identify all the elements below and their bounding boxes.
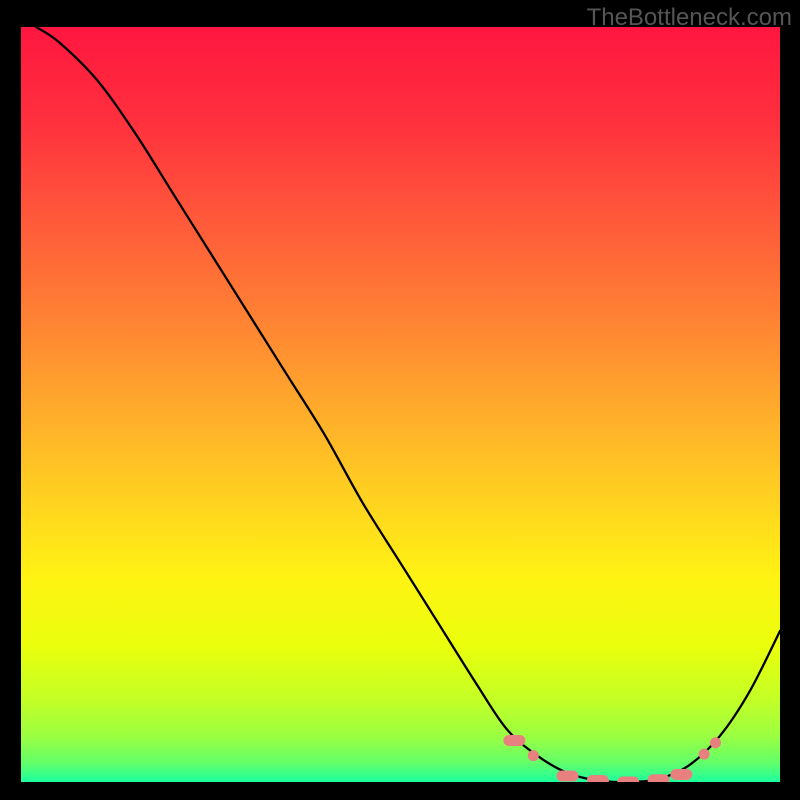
plot-area [21,27,780,782]
watermark-text: TheBottleneck.com [587,4,792,32]
chart-container: TheBottleneck.com [0,0,800,800]
gradient-background [21,27,780,782]
